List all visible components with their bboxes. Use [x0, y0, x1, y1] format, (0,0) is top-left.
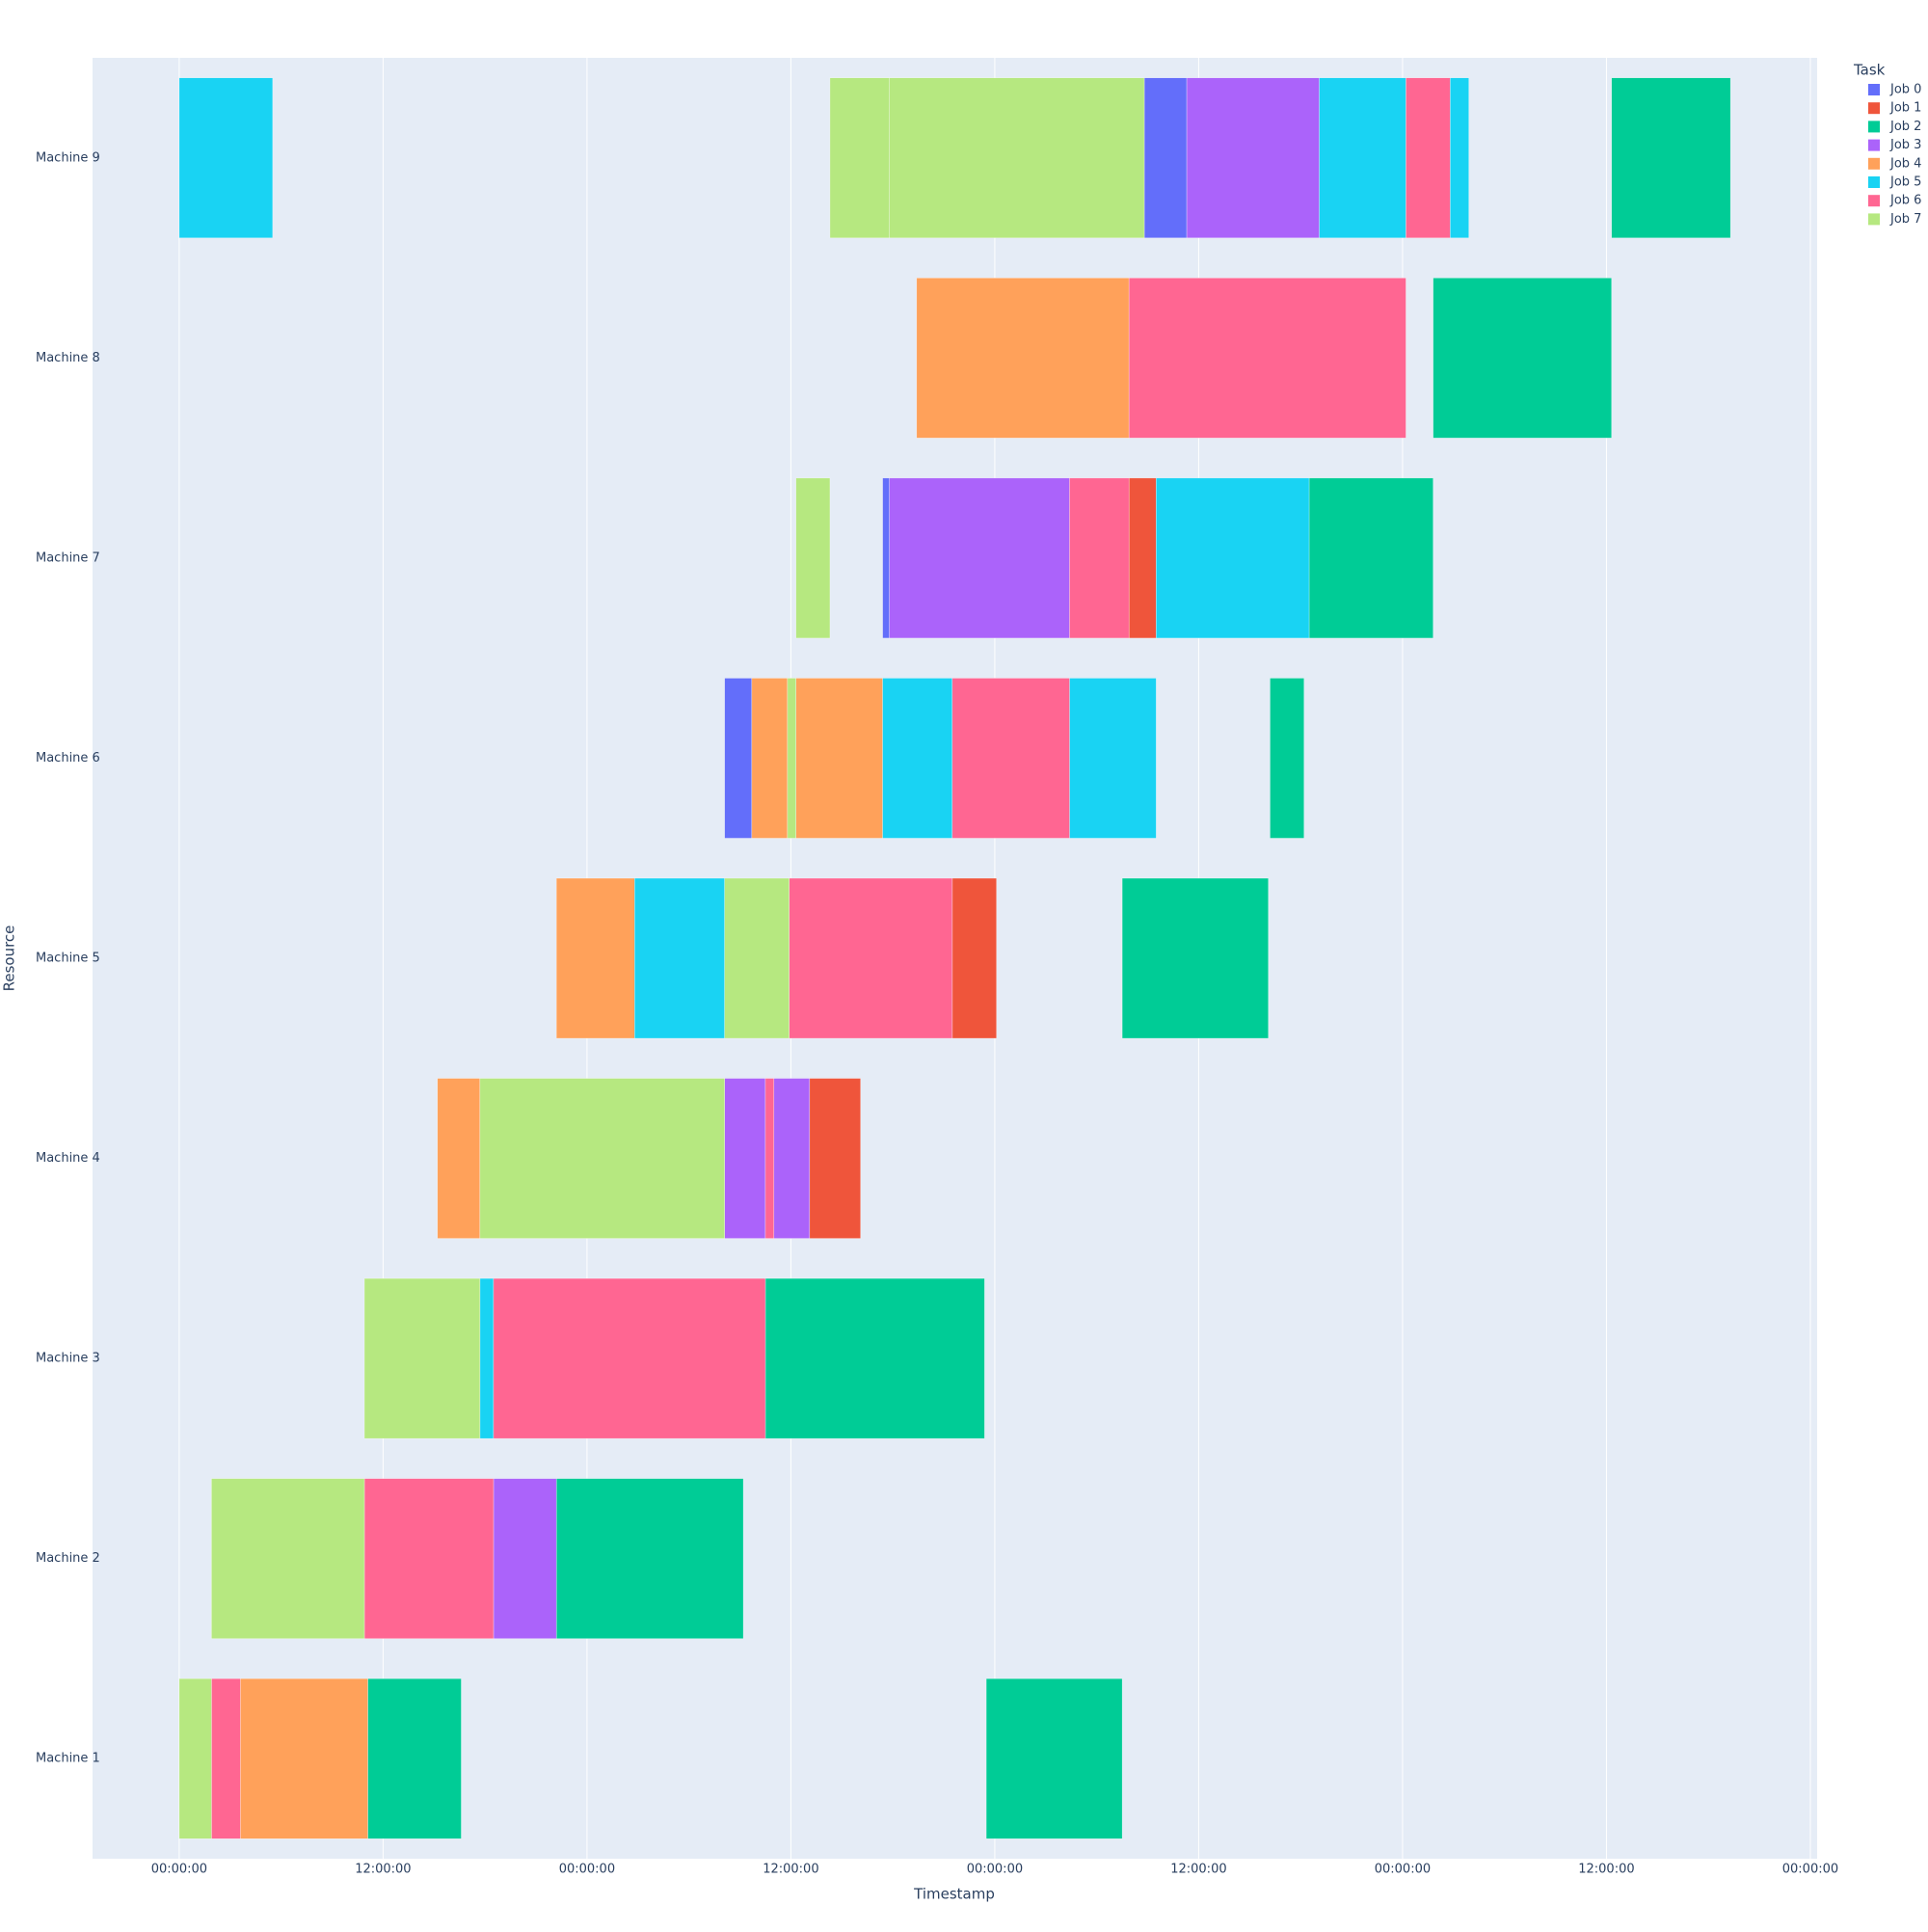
task-bar	[211, 1478, 365, 1639]
y-tick-label: Machine 8	[36, 351, 100, 365]
y-tick-label: Machine 9	[36, 150, 100, 165]
task-bar	[764, 1277, 985, 1439]
task-bar	[240, 1677, 368, 1839]
x-tick-label: 12:00:00	[1170, 1863, 1226, 1877]
task-bar	[724, 678, 753, 839]
task-bar	[795, 477, 831, 639]
task-bar	[1186, 77, 1320, 239]
legend-label: Job 0	[1889, 83, 1921, 97]
task-bar	[363, 1478, 495, 1639]
x-axis-title: Timestamp	[913, 1886, 995, 1903]
task-bar	[889, 477, 1070, 639]
task-bar	[985, 1677, 1123, 1839]
task-bar	[829, 77, 890, 239]
task-bar	[951, 877, 997, 1039]
task-bar	[1143, 77, 1188, 239]
task-bar	[809, 1078, 861, 1239]
task-bar	[211, 1677, 241, 1839]
x-tick-label: 12:00:00	[763, 1863, 818, 1877]
x-tick-label: 00:00:00	[151, 1863, 207, 1877]
task-bar	[479, 1078, 725, 1239]
legend-label: Job 4	[1889, 156, 1921, 171]
legend-swatch	[1868, 176, 1880, 188]
task-bar	[789, 877, 953, 1039]
x-tick-label: 00:00:00	[559, 1863, 615, 1877]
task-bar	[882, 678, 953, 839]
task-bar	[773, 1078, 811, 1239]
task-bar	[1433, 278, 1612, 439]
task-bar	[1611, 77, 1731, 239]
x-tick-label: 00:00:00	[967, 1863, 1023, 1877]
task-bar	[889, 77, 1145, 239]
y-tick-label: Machine 6	[36, 751, 100, 765]
y-tick-label: Machine 1	[36, 1752, 100, 1766]
task-bar	[1069, 678, 1157, 839]
x-tick-label: 00:00:00	[1375, 1863, 1431, 1877]
y-tick-label: Machine 5	[36, 952, 100, 966]
legend-label: Job 6	[1889, 194, 1921, 208]
legend-swatch	[1868, 157, 1880, 170]
legend-label: Job 5	[1889, 175, 1921, 190]
y-tick-label: Machine 4	[36, 1151, 100, 1166]
task-bar	[951, 678, 1070, 839]
legend-swatch	[1868, 102, 1880, 115]
legend-label: Job 7	[1889, 212, 1921, 227]
task-bar	[1319, 77, 1406, 239]
legend-swatch	[1868, 84, 1880, 95]
task-bar	[764, 1078, 775, 1239]
task-bar	[1270, 678, 1304, 839]
legend-label: Job 1	[1889, 101, 1921, 116]
task-bar	[1406, 77, 1451, 239]
task-bar	[178, 77, 274, 239]
y-axis-title: Resource	[1, 926, 18, 992]
task-bar	[787, 678, 796, 839]
task-bar	[916, 278, 1130, 439]
legend-label: Job 2	[1889, 120, 1921, 134]
x-tick-label: 00:00:00	[1782, 1863, 1838, 1877]
task-bar	[1069, 477, 1130, 639]
y-tick-label: Machine 3	[36, 1352, 100, 1366]
task-bar	[1156, 477, 1310, 639]
y-tick-label: Machine 7	[36, 550, 100, 565]
task-bar	[1308, 477, 1433, 639]
task-bar	[795, 678, 883, 839]
task-bar	[751, 678, 789, 839]
task-bar	[1128, 477, 1157, 639]
legend-swatch	[1868, 121, 1880, 133]
task-bar	[882, 477, 890, 639]
task-bar	[479, 1277, 495, 1439]
legend-swatch	[1868, 139, 1880, 151]
x-tick-label: 12:00:00	[355, 1863, 411, 1877]
legend-swatch	[1868, 195, 1880, 207]
legend-label: Job 3	[1889, 138, 1921, 152]
task-bar	[634, 877, 725, 1039]
task-bar	[724, 877, 790, 1039]
task-bar	[1128, 278, 1406, 439]
legend-title: Task	[1853, 62, 1886, 79]
task-bar	[437, 1078, 481, 1239]
legend-swatch	[1868, 213, 1880, 226]
task-bar	[493, 1478, 557, 1639]
task-bar	[363, 1277, 481, 1439]
task-bar	[367, 1677, 462, 1839]
task-bar	[1121, 877, 1269, 1039]
task-bar	[493, 1277, 766, 1439]
x-tick-label: 12:00:00	[1578, 1863, 1634, 1877]
task-bar	[555, 877, 635, 1039]
task-bar	[555, 1478, 744, 1639]
task-bar	[724, 1078, 766, 1239]
task-bar	[1450, 77, 1469, 239]
y-tick-label: Machine 2	[36, 1551, 100, 1566]
task-bar	[178, 1677, 212, 1839]
